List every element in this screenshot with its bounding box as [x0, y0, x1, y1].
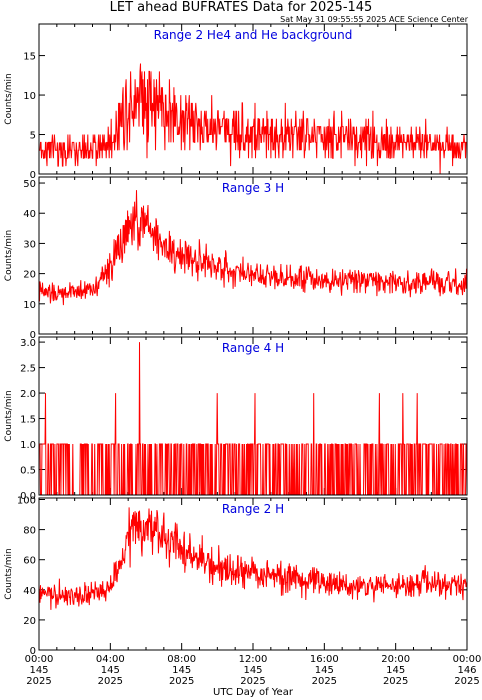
- timestamp-label: Sat May 31 09:55:55 2025 ACE Science Cen…: [280, 15, 469, 24]
- panel-title: Range 4 H: [222, 341, 284, 355]
- y-tick-label: 5: [30, 131, 36, 142]
- y-tick-label: 2.0: [20, 389, 36, 400]
- panel-frame: [38, 497, 468, 651]
- x-tick-label-doy: 145: [315, 665, 334, 676]
- y-axis-label: Counts/min: [4, 73, 14, 124]
- x-tick-label-time: 08:00: [167, 654, 196, 665]
- y-axis-label: Counts/min: [4, 230, 14, 281]
- x-tick-label-time: 04:00: [96, 654, 125, 665]
- x-tick-label-time: 20:00: [381, 654, 410, 665]
- x-tick-label-year: 2025: [240, 676, 265, 687]
- y-tick-label: 100: [17, 496, 36, 507]
- series-line: [38, 507, 468, 610]
- x-tick-label-time: 00:00: [25, 654, 54, 665]
- panel-title: Range 2 H: [222, 502, 284, 516]
- y-tick-label: 40: [23, 209, 36, 220]
- x-tick-label-doy: 145: [101, 665, 120, 676]
- series-line: [39, 63, 467, 175]
- y-tick-label: 0: [30, 330, 36, 341]
- y-axis-label: Counts/min: [4, 548, 14, 599]
- y-tick-label: 1.0: [20, 440, 36, 451]
- x-tick-label-year: 2025: [98, 676, 123, 687]
- panel-title: Range 2 He4 and He background: [154, 28, 353, 42]
- x-tick-label-doy: 145: [172, 665, 191, 676]
- y-tick-label: 2.5: [20, 364, 36, 375]
- panel-frame: [38, 336, 468, 496]
- x-tick-label-year: 2025: [454, 676, 479, 687]
- x-axis-label: UTC Day of Year: [213, 687, 294, 698]
- y-tick-label: 40: [23, 586, 36, 597]
- y-tick-label: 10: [23, 300, 36, 311]
- y-tick-label: 3.0: [20, 338, 36, 349]
- y-tick-label: 60: [23, 556, 36, 567]
- y-tick-label: 0: [30, 646, 36, 657]
- y-tick-label: 1.5: [20, 415, 36, 426]
- y-tick-label: 0: [30, 170, 36, 181]
- panel-frame: [38, 23, 468, 175]
- x-tick-label-time: 12:00: [239, 654, 268, 665]
- x-tick-label-doy: 145: [243, 665, 262, 676]
- x-tick-label-year: 2025: [383, 676, 408, 687]
- y-tick-label: 0.5: [20, 466, 36, 477]
- y-axis-label: Counts/min: [4, 390, 14, 441]
- y-tick-label: 80: [23, 526, 36, 537]
- x-tick-label-time: 00:00: [453, 654, 482, 665]
- x-tick-label-year: 2025: [26, 676, 51, 687]
- chart-panel-3: 0.0 0.5 1.0 1.5 2.0 2.5 3.0 Range 4 H Counts/min: [4, 336, 468, 502]
- x-tick-label-time: 16:00: [310, 654, 339, 665]
- x-tick-label-doy: 146: [457, 665, 476, 676]
- y-tick-label: 0.0: [20, 491, 36, 502]
- chart-panel-2: 0 10 20 30 40 50 Range 3 H Counts/min: [4, 176, 468, 341]
- y-tick-label: 30: [23, 239, 36, 250]
- panel-frame: [38, 176, 468, 335]
- panel-title: Range 3 H: [222, 181, 284, 195]
- y-tick-label: 50: [23, 179, 36, 190]
- x-tick-label-year: 2025: [169, 676, 194, 687]
- x-tick-label-doy: 145: [29, 665, 48, 676]
- chart-title: LET ahead BUFRATES Data for 2025-145: [110, 0, 373, 15]
- y-tick-label: 10: [23, 91, 36, 102]
- y-tick-label: 15: [23, 52, 36, 63]
- chart-panels: 0 5 10 15 Range 2 He4 and He background Count…: [4, 23, 482, 687]
- y-tick-label: 20: [23, 616, 36, 627]
- x-tick-label-year: 2025: [312, 676, 337, 687]
- chart-panel-1: 0 5 10 15 Range 2 He4 and He background Count…: [4, 23, 468, 181]
- y-tick-label: 20: [23, 270, 36, 281]
- chart-panel-4: 0 20 40 60 80 100 Range 2 H Counts/min: [4, 496, 468, 657]
- x-tick-label-doy: 145: [386, 665, 405, 676]
- series-line: [38, 190, 468, 306]
